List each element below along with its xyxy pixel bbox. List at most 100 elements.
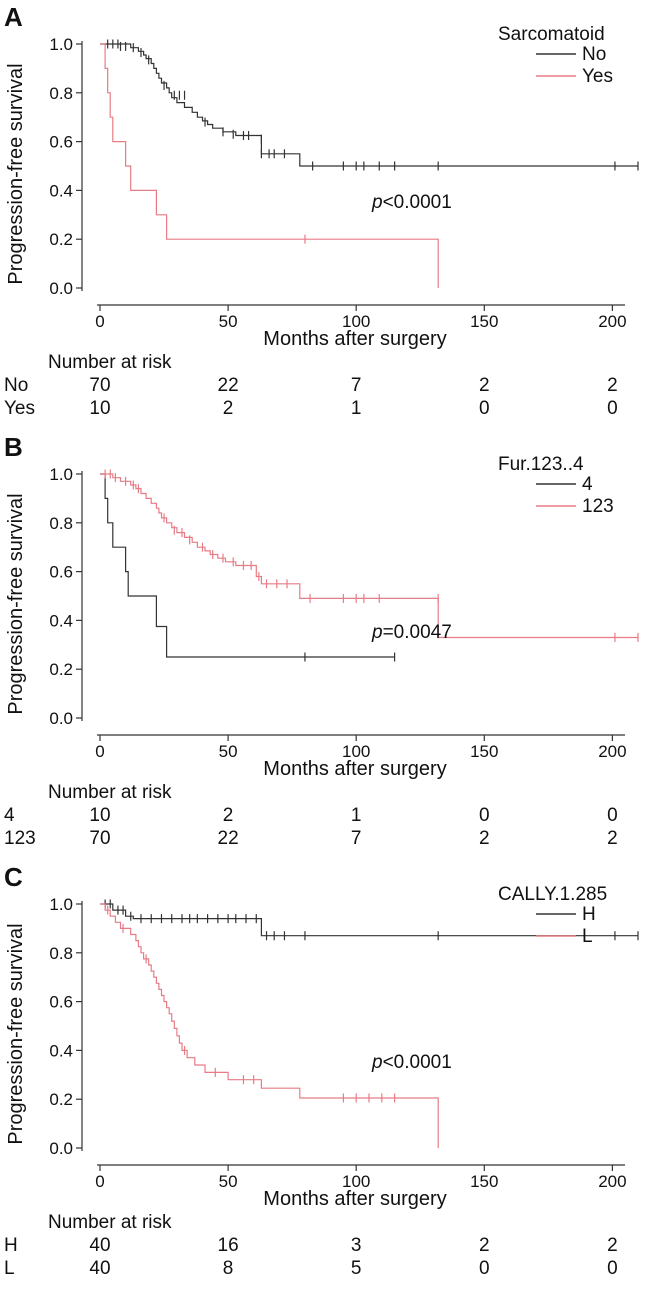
x-tick-label: 150 [470, 312, 498, 331]
y-tick-label: 0.0 [49, 709, 73, 728]
y-axis-title: Progression-free survival [5, 63, 27, 284]
y-tick-label: 1.0 [49, 35, 73, 54]
risk-row-label: 123 [4, 828, 36, 849]
x-axis-title: Months after surgery [263, 1188, 446, 1210]
risk-count: 70 [89, 828, 110, 849]
survival-curve-h [100, 903, 638, 937]
risk-row-label: Yes [4, 398, 35, 419]
risk-count: 0 [479, 805, 490, 826]
y-tick-label: 0.0 [49, 1139, 73, 1158]
risk-count: 70 [89, 375, 110, 396]
x-tick-label: 0 [95, 742, 104, 761]
legend-title: CALLY.1.285 [498, 884, 607, 905]
risk-count: 22 [218, 828, 239, 849]
y-tick-label: 1.0 [49, 895, 73, 914]
risk-count: 2 [479, 375, 490, 396]
legend-label: No [582, 44, 606, 65]
risk-count: 22 [218, 375, 239, 396]
x-tick-label: 0 [95, 1172, 104, 1191]
risk-count: 0 [479, 398, 490, 419]
x-tick-label: 150 [470, 742, 498, 761]
legend-title: Fur.123..4 [498, 454, 584, 475]
risk-count: 40 [89, 1235, 110, 1256]
risk-count: 2 [607, 828, 618, 849]
y-tick-label: 0.2 [49, 230, 73, 249]
panel-label: B [4, 432, 23, 462]
y-tick-label: 1.0 [49, 465, 73, 484]
risk-count: 0 [607, 805, 618, 826]
risk-count: 2 [223, 398, 234, 419]
risk-count: 0 [607, 1258, 618, 1279]
p-value-symbol: p [371, 192, 383, 213]
risk-count: 7 [351, 375, 362, 396]
p-value-annotation: p<0.0001 [371, 192, 452, 213]
risk-row-label: No [4, 375, 28, 396]
survival-curve-no [100, 43, 638, 167]
y-tick-label: 0.4 [49, 1041, 73, 1060]
risk-count: 2 [223, 805, 234, 826]
p-value-text: <0.0001 [383, 192, 452, 213]
panel-label: C [4, 862, 23, 892]
legend-label: L [582, 926, 593, 947]
risk-count: 10 [89, 805, 110, 826]
y-tick-label: 0.8 [49, 944, 73, 963]
risk-count: 1 [351, 805, 362, 826]
risk-count: 10 [89, 398, 110, 419]
p-value-symbol: p [371, 622, 383, 643]
x-tick-label: 200 [598, 312, 626, 331]
p-value-text: <0.0001 [383, 1052, 452, 1073]
y-tick-label: 0.6 [49, 563, 73, 582]
x-tick-label: 100 [342, 312, 370, 331]
y-axis-title: Progression-free survival [5, 493, 27, 714]
risk-count: 16 [218, 1235, 239, 1256]
risk-count: 2 [607, 1235, 618, 1256]
x-tick-label: 50 [219, 1172, 238, 1191]
legend-label: 123 [582, 496, 614, 517]
y-axis-title: Progression-free survival [5, 923, 27, 1144]
legend-label: H [582, 904, 596, 925]
y-tick-label: 0.8 [49, 84, 73, 103]
y-tick-label: 0.2 [49, 1090, 73, 1109]
risk-count: 7 [351, 828, 362, 849]
risk-row-label: L [4, 1258, 15, 1279]
risk-row-label: H [4, 1235, 18, 1256]
p-value-symbol: p [371, 1052, 383, 1073]
risk-count: 5 [351, 1258, 362, 1279]
y-tick-label: 0.0 [49, 279, 73, 298]
x-tick-label: 100 [342, 1172, 370, 1191]
risk-count: 8 [223, 1258, 234, 1279]
y-tick-label: 0.6 [49, 133, 73, 152]
risk-table-title: Number at risk [48, 782, 172, 803]
survival-curve-l [100, 903, 439, 1148]
risk-count: 3 [351, 1235, 362, 1256]
risk-count: 40 [89, 1258, 110, 1279]
legend-title: Sarcomatoid [498, 24, 605, 45]
survival-curve-4 [100, 473, 395, 658]
y-tick-label: 0.4 [49, 181, 73, 200]
x-tick-label: 150 [470, 1172, 498, 1191]
x-tick-label: 200 [598, 742, 626, 761]
x-tick-label: 200 [598, 1172, 626, 1191]
p-value-annotation: p=0.0047 [371, 622, 452, 643]
p-value-text: =0.0047 [383, 622, 452, 643]
x-tick-label: 0 [95, 312, 104, 331]
risk-table-title: Number at risk [48, 352, 172, 373]
p-value-annotation: p<0.0001 [371, 1052, 452, 1073]
y-tick-label: 0.4 [49, 611, 73, 630]
legend-label: 4 [582, 474, 593, 495]
survival-curve-yes [100, 43, 439, 288]
y-tick-label: 0.6 [49, 993, 73, 1012]
x-tick-label: 50 [219, 312, 238, 331]
risk-count: 0 [607, 398, 618, 419]
risk-count: 0 [479, 1258, 490, 1279]
panel-label: A [4, 2, 23, 32]
risk-count: 1 [351, 398, 362, 419]
x-tick-label: 50 [219, 742, 238, 761]
legend-label: Yes [582, 66, 613, 87]
y-tick-label: 0.8 [49, 514, 73, 533]
risk-count: 2 [479, 828, 490, 849]
